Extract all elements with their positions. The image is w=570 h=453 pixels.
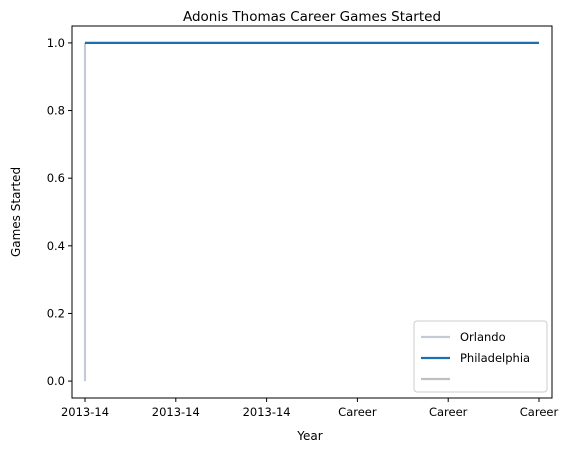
x-tick-label: 2013-14 (243, 405, 291, 419)
y-tick-label: 1.0 (47, 36, 65, 50)
chart-title: Adonis Thomas Career Games Started (183, 9, 441, 25)
legend: Orlando Philadelphia (414, 321, 547, 392)
legend-label: Philadelphia (460, 351, 530, 365)
y-tick-label: 0.6 (47, 171, 65, 185)
y-axis-label: Games Started (9, 167, 23, 257)
y-tick-label: 0.8 (47, 104, 65, 118)
y-tick-label: 0.4 (47, 239, 65, 253)
x-tick-label: Career (338, 405, 377, 419)
x-axis-label: Year (296, 429, 322, 443)
y-axis-ticks: 0.0 0.2 0.4 0.6 0.8 1.0 (47, 36, 72, 388)
x-tick-label: Career (429, 405, 468, 419)
x-tick-label: 2013-14 (61, 405, 109, 419)
x-tick-label: 2013-14 (152, 405, 200, 419)
y-tick-label: 0.2 (47, 306, 65, 320)
legend-label: Orlando (460, 330, 506, 344)
y-tick-label: 0.0 (47, 374, 65, 388)
x-axis-ticks: 2013-14 2013-14 2013-14 Career Career Career (61, 398, 559, 419)
x-tick-label: Career (520, 405, 559, 419)
